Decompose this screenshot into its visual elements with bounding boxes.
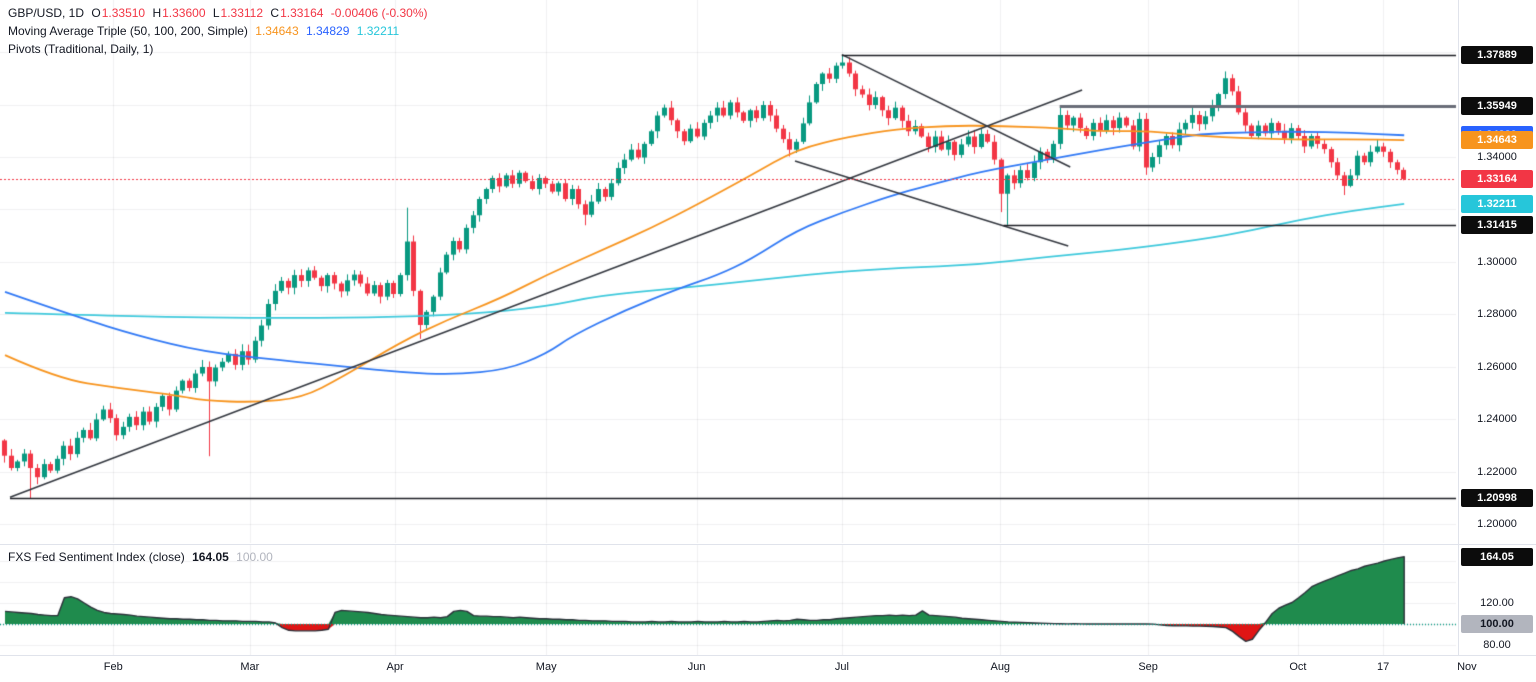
indicator-badge: 164.05: [1461, 547, 1533, 566]
ma-legend-row[interactable]: Moving Average Triple (50, 100, 200, Sim…: [8, 22, 403, 40]
price-tick-label: 1.26000: [1477, 360, 1517, 373]
time-axis-label: Jul: [834, 661, 849, 673]
close-value: 1.33164: [280, 6, 324, 20]
indicator-tick-label: 120.00: [1480, 597, 1514, 609]
time-axis-label: May: [535, 661, 557, 673]
time-axis-separator: [0, 655, 1536, 656]
high-value: 1.33600: [162, 6, 206, 20]
time-axis-label: 17: [1376, 661, 1390, 673]
time-axis-label: Aug: [990, 661, 1011, 673]
price-tick-label: 1.30000: [1477, 255, 1517, 268]
symbol-legend-row[interactable]: GBP/USD, 1D O1.33510 H1.33600 L1.33112 C…: [8, 4, 432, 22]
ma200-value: 1.32211: [356, 24, 400, 38]
time-axis-label: Apr: [386, 661, 404, 673]
low-label: L: [212, 6, 220, 20]
time-axis-label: Nov: [1457, 661, 1477, 673]
change-value: -0.00406 (-0.30%): [330, 6, 428, 20]
pivots-legend-row[interactable]: Pivots (Traditional, Daily, 1): [8, 40, 157, 58]
price-axis-separator: [1458, 0, 1459, 682]
ma-title[interactable]: Moving Average Triple (50, 100, 200, Sim…: [8, 24, 248, 38]
price-tick-label: 1.22000: [1477, 465, 1517, 478]
time-axis-label: Mar: [240, 661, 260, 673]
time-axis-label: Sep: [1138, 661, 1158, 673]
price-tick-label: 1.28000: [1477, 308, 1517, 321]
symbol-title[interactable]: GBP/USD, 1D: [8, 6, 85, 20]
time-axis[interactable]: Feb Mar Apr May Jun Jul Aug Sep Oct 17 Nov: [0, 656, 1536, 682]
price-badge: 1.34643: [1461, 131, 1533, 150]
price-tick-label: 1.24000: [1477, 413, 1517, 426]
price-tick-label: 1.34000: [1477, 151, 1517, 163]
price-badge: 1.20998: [1461, 489, 1533, 508]
price-badge: 1.32211: [1461, 194, 1533, 213]
open-label: O: [91, 6, 101, 20]
indicator-tick-label: 80.00: [1483, 639, 1511, 651]
pivots-title[interactable]: Pivots (Traditional, Daily, 1): [8, 42, 154, 56]
pane-separator[interactable]: [0, 544, 1536, 545]
indicator-baseline-value: 100.00: [236, 550, 273, 564]
high-label: H: [152, 6, 162, 20]
time-axis-label: Oct: [1289, 661, 1307, 673]
open-value: 1.33510: [101, 6, 146, 20]
indicator-title[interactable]: FXS Fed Sentiment Index (close): [8, 550, 185, 564]
price-badge: 1.33164: [1461, 169, 1533, 188]
ma100-value: 1.34829: [306, 24, 350, 38]
price-badge: 1.35949: [1461, 96, 1533, 115]
low-value: 1.33112: [220, 6, 264, 20]
time-axis-label: Jun: [687, 661, 706, 673]
price-axis[interactable]: 1.34000 1.30000 1.28000 1.26000 1.24000 1.220…: [1458, 0, 1536, 682]
indicator-badge: 100.00: [1461, 615, 1533, 633]
close-label: C: [270, 6, 280, 20]
price-badge: 1.31415: [1461, 215, 1533, 234]
time-axis-label: Feb: [103, 661, 123, 673]
ma50-value: 1.34643: [255, 24, 299, 38]
price-tick-label: 1.20000: [1477, 518, 1517, 531]
indicator-legend-row[interactable]: FXS Fed Sentiment Index (close) 164.05 1…: [8, 548, 277, 566]
price-badge: 1.37889: [1461, 45, 1533, 64]
indicator-value: 164.05: [192, 550, 229, 564]
